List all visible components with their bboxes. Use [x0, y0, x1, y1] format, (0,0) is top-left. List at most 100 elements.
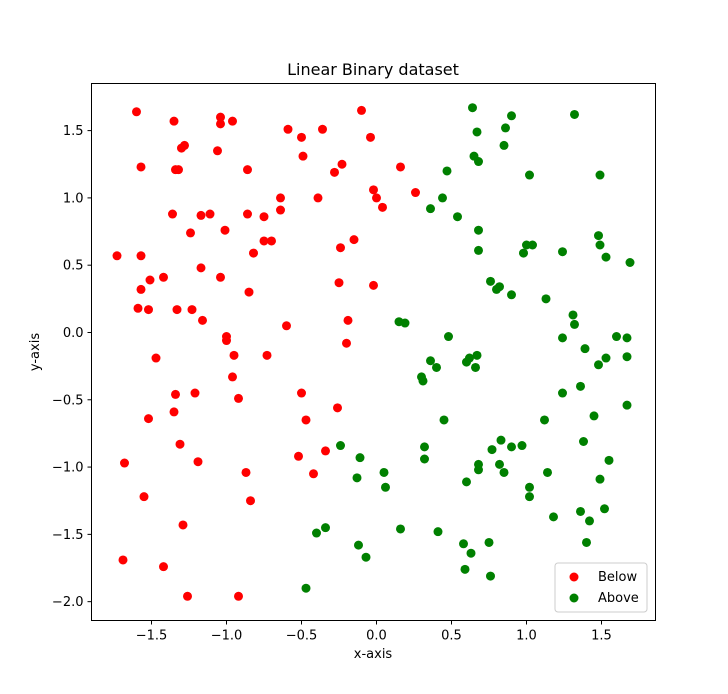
- point-above-42: [601, 353, 611, 363]
- point-below-36: [267, 236, 276, 246]
- point-below-8: [366, 132, 375, 142]
- point-below-23: [378, 202, 387, 212]
- point-below-62: [262, 350, 272, 360]
- point-above-37: [580, 344, 590, 354]
- point-above-30: [570, 319, 579, 329]
- point-above-74: [381, 482, 390, 492]
- legend-label-above: Above: [598, 591, 639, 606]
- point-below-6: [318, 124, 327, 134]
- point-above-70: [352, 473, 362, 483]
- point-below-80: [246, 496, 255, 506]
- point-below-42: [196, 263, 206, 273]
- point-above-87: [361, 552, 371, 562]
- point-above-20: [519, 248, 528, 258]
- point-below-54: [198, 315, 207, 325]
- x-tick-label-5: 1.0: [516, 629, 537, 644]
- point-below-71: [333, 403, 342, 413]
- point-below-18: [337, 159, 347, 169]
- point-above-79: [576, 506, 585, 516]
- chart-title: Linear Binary dataset: [287, 60, 459, 79]
- point-above-12: [426, 204, 435, 214]
- point-below-55: [282, 321, 291, 331]
- point-below-4: [216, 119, 225, 129]
- y-axis-label: y-axis: [28, 333, 43, 371]
- point-above-4: [501, 123, 510, 133]
- point-above-56: [496, 435, 506, 445]
- point-below-27: [168, 209, 177, 219]
- point-below-43: [159, 272, 168, 282]
- point-above-80: [585, 516, 594, 526]
- point-below-79: [139, 492, 149, 502]
- point-above-61: [336, 441, 345, 451]
- point-below-38: [349, 235, 359, 245]
- point-above-86: [354, 540, 363, 550]
- y-tick-label-3: −0.5: [52, 393, 84, 408]
- point-above-21: [558, 247, 567, 257]
- point-below-76: [309, 469, 318, 479]
- point-below-21: [369, 185, 378, 195]
- y-tick-label-0: −2.0: [52, 595, 84, 610]
- point-above-91: [460, 564, 470, 574]
- points-layer: [112, 103, 635, 601]
- point-above-17: [528, 240, 537, 250]
- point-above-58: [507, 442, 516, 452]
- point-below-13: [298, 151, 308, 161]
- point-below-75: [294, 451, 303, 461]
- point-above-7: [499, 140, 509, 150]
- y-tick-label-6: 1.0: [63, 191, 84, 206]
- point-above-40: [465, 353, 474, 363]
- point-below-16: [174, 165, 183, 175]
- point-above-6: [474, 157, 483, 167]
- point-below-47: [244, 287, 254, 297]
- point-above-85: [582, 537, 591, 547]
- point-above-45: [471, 362, 480, 372]
- point-above-65: [474, 465, 483, 475]
- point-below-81: [178, 520, 188, 530]
- x-tick-label-3: 0.0: [366, 629, 387, 644]
- point-below-30: [243, 209, 252, 219]
- point-below-1: [169, 116, 179, 126]
- point-below-7: [357, 105, 366, 115]
- point-below-82: [118, 555, 128, 565]
- plot-area: [91, 83, 656, 621]
- point-above-33: [444, 332, 453, 342]
- point-above-71: [379, 467, 389, 477]
- y-tick-label-7: 1.5: [63, 124, 84, 139]
- point-above-76: [525, 492, 534, 502]
- point-above-51: [622, 400, 632, 410]
- point-below-85: [234, 591, 243, 601]
- point-below-46: [136, 284, 146, 294]
- point-above-78: [549, 512, 558, 522]
- point-above-84: [433, 527, 443, 537]
- point-below-17: [243, 165, 252, 175]
- point-below-68: [169, 407, 179, 417]
- point-below-48: [334, 278, 344, 288]
- point-below-33: [186, 228, 195, 238]
- point-above-46: [594, 360, 603, 370]
- point-above-81: [321, 523, 330, 533]
- point-below-53: [187, 305, 197, 315]
- point-below-72: [175, 439, 185, 449]
- point-below-73: [193, 457, 203, 467]
- point-above-53: [540, 415, 549, 425]
- point-above-50: [558, 388, 567, 398]
- point-above-22: [601, 252, 611, 262]
- point-below-11: [177, 143, 186, 153]
- point-above-18: [595, 240, 605, 250]
- point-above-38: [426, 356, 435, 366]
- point-below-56: [343, 315, 353, 325]
- point-above-13: [453, 212, 462, 222]
- legend-marker-above: [569, 593, 579, 603]
- point-above-63: [355, 453, 365, 463]
- point-above-35: [612, 332, 621, 342]
- point-below-26: [313, 193, 323, 203]
- point-above-41: [472, 350, 482, 360]
- x-axis-ticks: −1.5 −1.0 −0.5 0.0 0.5 1.0 1.5: [136, 620, 612, 644]
- legend: Below Above: [554, 562, 648, 613]
- point-below-65: [228, 372, 237, 382]
- point-below-67: [297, 388, 306, 398]
- point-below-40: [112, 251, 122, 261]
- point-above-32: [400, 318, 410, 328]
- point-below-14: [136, 162, 146, 172]
- point-above-23: [625, 258, 635, 267]
